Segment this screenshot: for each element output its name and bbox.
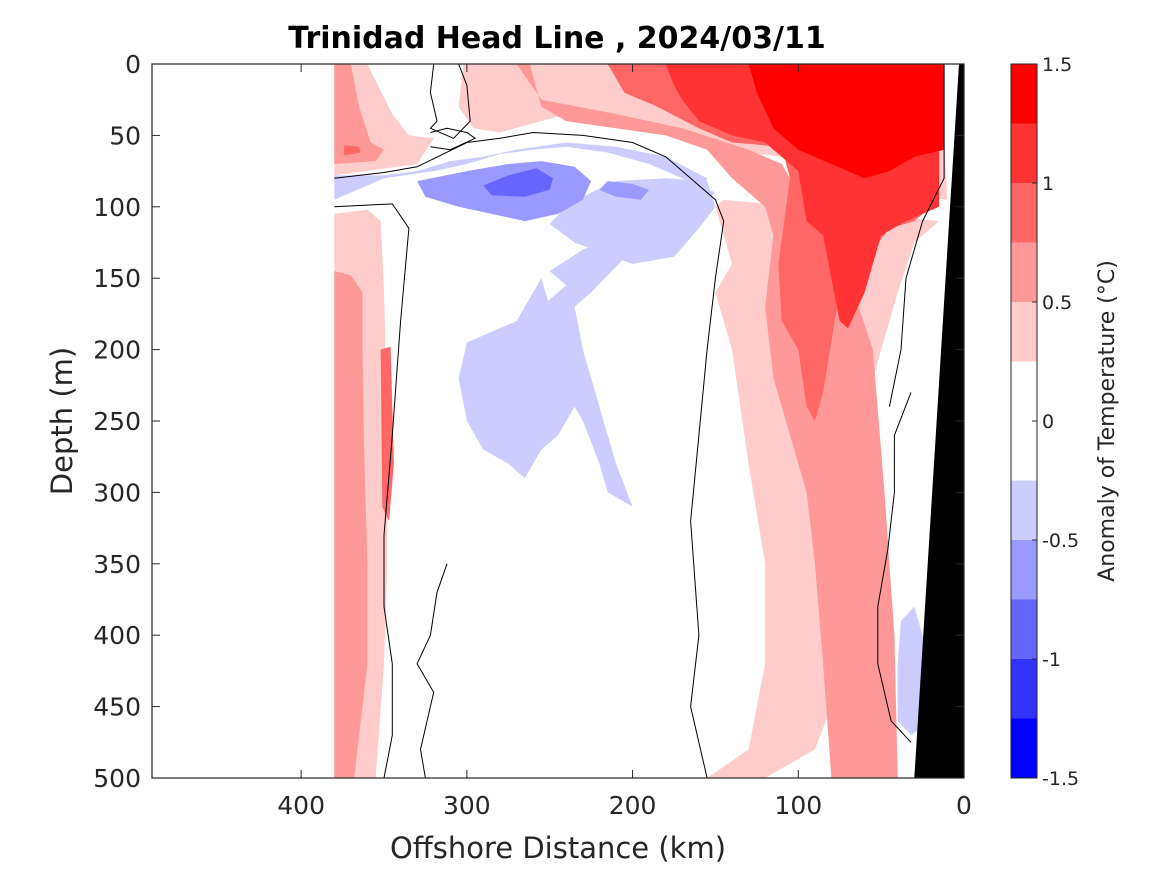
anomaly-region-13 xyxy=(458,278,583,479)
plot-area xyxy=(152,64,964,778)
anomaly-region-14 xyxy=(549,178,716,264)
zero-contour-2 xyxy=(429,64,471,139)
colorbar-tick-label: -1.5 xyxy=(1042,768,1079,790)
colorbar-tick-label: -1 xyxy=(1042,649,1061,671)
bathymetry-layer xyxy=(914,64,964,778)
chart-title: Trinidad Head Line , 2024/03/11 xyxy=(288,21,825,56)
anomaly-region-11 xyxy=(748,64,945,179)
x-tick-label: 100 xyxy=(774,791,822,820)
colorbar-band-10 xyxy=(1011,659,1037,719)
anomaly-region-2 xyxy=(334,64,384,164)
colorbar-label: Anomaly of Temperature (°C) xyxy=(1095,260,1120,582)
anomaly-regions xyxy=(334,64,948,778)
colorbar-band-1 xyxy=(1011,123,1037,183)
y-axis-label: Depth (m) xyxy=(45,347,79,495)
colorbar-band-7 xyxy=(1011,480,1037,540)
zero-contour-1 xyxy=(334,203,410,778)
anomaly-region-4 xyxy=(344,145,361,156)
zero-contour-5 xyxy=(877,392,912,743)
y-tick-label: 200 xyxy=(93,336,141,365)
zero-contours xyxy=(334,64,945,778)
colorbar xyxy=(1010,63,1038,779)
anomaly-region-16 xyxy=(599,181,650,200)
colorbar-tick-label: 1 xyxy=(1042,173,1054,195)
x-tick-label: 400 xyxy=(277,791,325,820)
zero-contour-3 xyxy=(430,127,477,151)
colorbar-band-5 xyxy=(1011,361,1037,421)
colorbar-tick-label: 1.5 xyxy=(1042,54,1072,76)
colorbar-band-4 xyxy=(1011,302,1037,362)
colorbar-band-3 xyxy=(1011,242,1037,302)
colorbar-band-11 xyxy=(1011,718,1037,778)
y-tick-label: 150 xyxy=(93,264,141,293)
colorbar-tick-label: 0 xyxy=(1042,411,1054,433)
y-tick-label: 400 xyxy=(93,621,141,650)
colorbar-ticks: 1.5 1 0.5 0 -0.5 -1 -1.5 xyxy=(1032,54,1079,790)
x-tick-label: 0 xyxy=(956,791,972,820)
y-tick-label: 50 xyxy=(109,121,141,150)
anomaly-region-5 xyxy=(380,346,394,521)
y-tick-label: 0 xyxy=(125,50,141,79)
x-tick-label: 300 xyxy=(443,791,491,820)
anomaly-region-17 xyxy=(483,168,553,197)
colorbar-band-0 xyxy=(1011,64,1037,124)
colorbar-band-8 xyxy=(1011,540,1037,600)
zero-contour-4 xyxy=(416,563,448,778)
y-tick-label: 100 xyxy=(93,193,141,222)
colorbar-tick-label: -0.5 xyxy=(1042,530,1079,552)
zero-contour-6 xyxy=(888,64,945,407)
colorbar-band-6 xyxy=(1011,421,1037,481)
y-tick-label: 300 xyxy=(93,478,141,507)
bathymetry-shelf xyxy=(914,64,964,778)
colorbar-tick-label: 0.5 xyxy=(1042,292,1072,314)
y-tick-label: 250 xyxy=(93,407,141,436)
y-axis: 0 50 100 150 200 250 300 350 400 450 500 xyxy=(93,50,964,793)
anomaly-region-12 xyxy=(334,142,716,507)
y-tick-label: 500 xyxy=(93,764,141,793)
anomaly-region-3 xyxy=(334,271,368,778)
colorbar-band-9 xyxy=(1011,599,1037,659)
x-tick-label: 200 xyxy=(609,791,657,820)
y-tick-label: 350 xyxy=(93,550,141,579)
x-axis-label: Offshore Distance (km) xyxy=(390,831,726,865)
colorbar-band-2 xyxy=(1011,183,1037,243)
y-tick-label: 450 xyxy=(93,693,141,722)
x-axis: 400 300 200 100 0 xyxy=(277,64,972,820)
